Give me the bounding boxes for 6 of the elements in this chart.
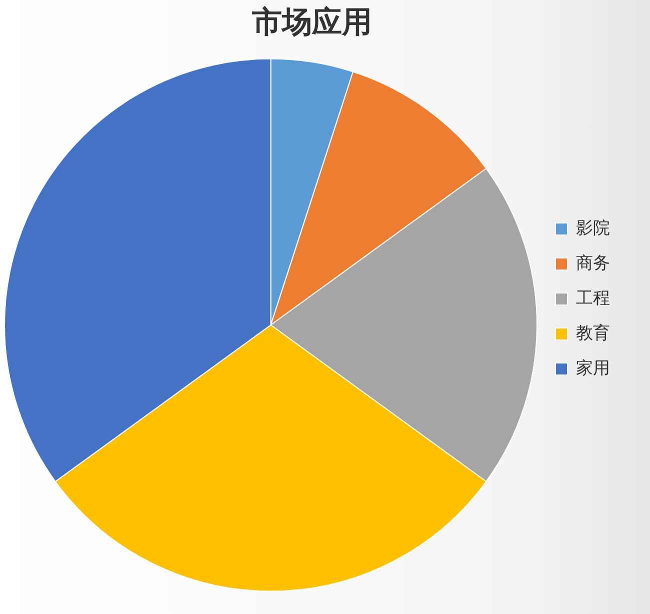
legend-label: 教育 <box>576 323 610 342</box>
legend-label: 商务 <box>576 253 610 272</box>
legend-label: 工程 <box>576 288 610 308</box>
legend-label: 影院 <box>576 218 610 238</box>
chart-title: 市场应用 <box>251 4 372 39</box>
legend-label: 家用 <box>576 358 610 378</box>
